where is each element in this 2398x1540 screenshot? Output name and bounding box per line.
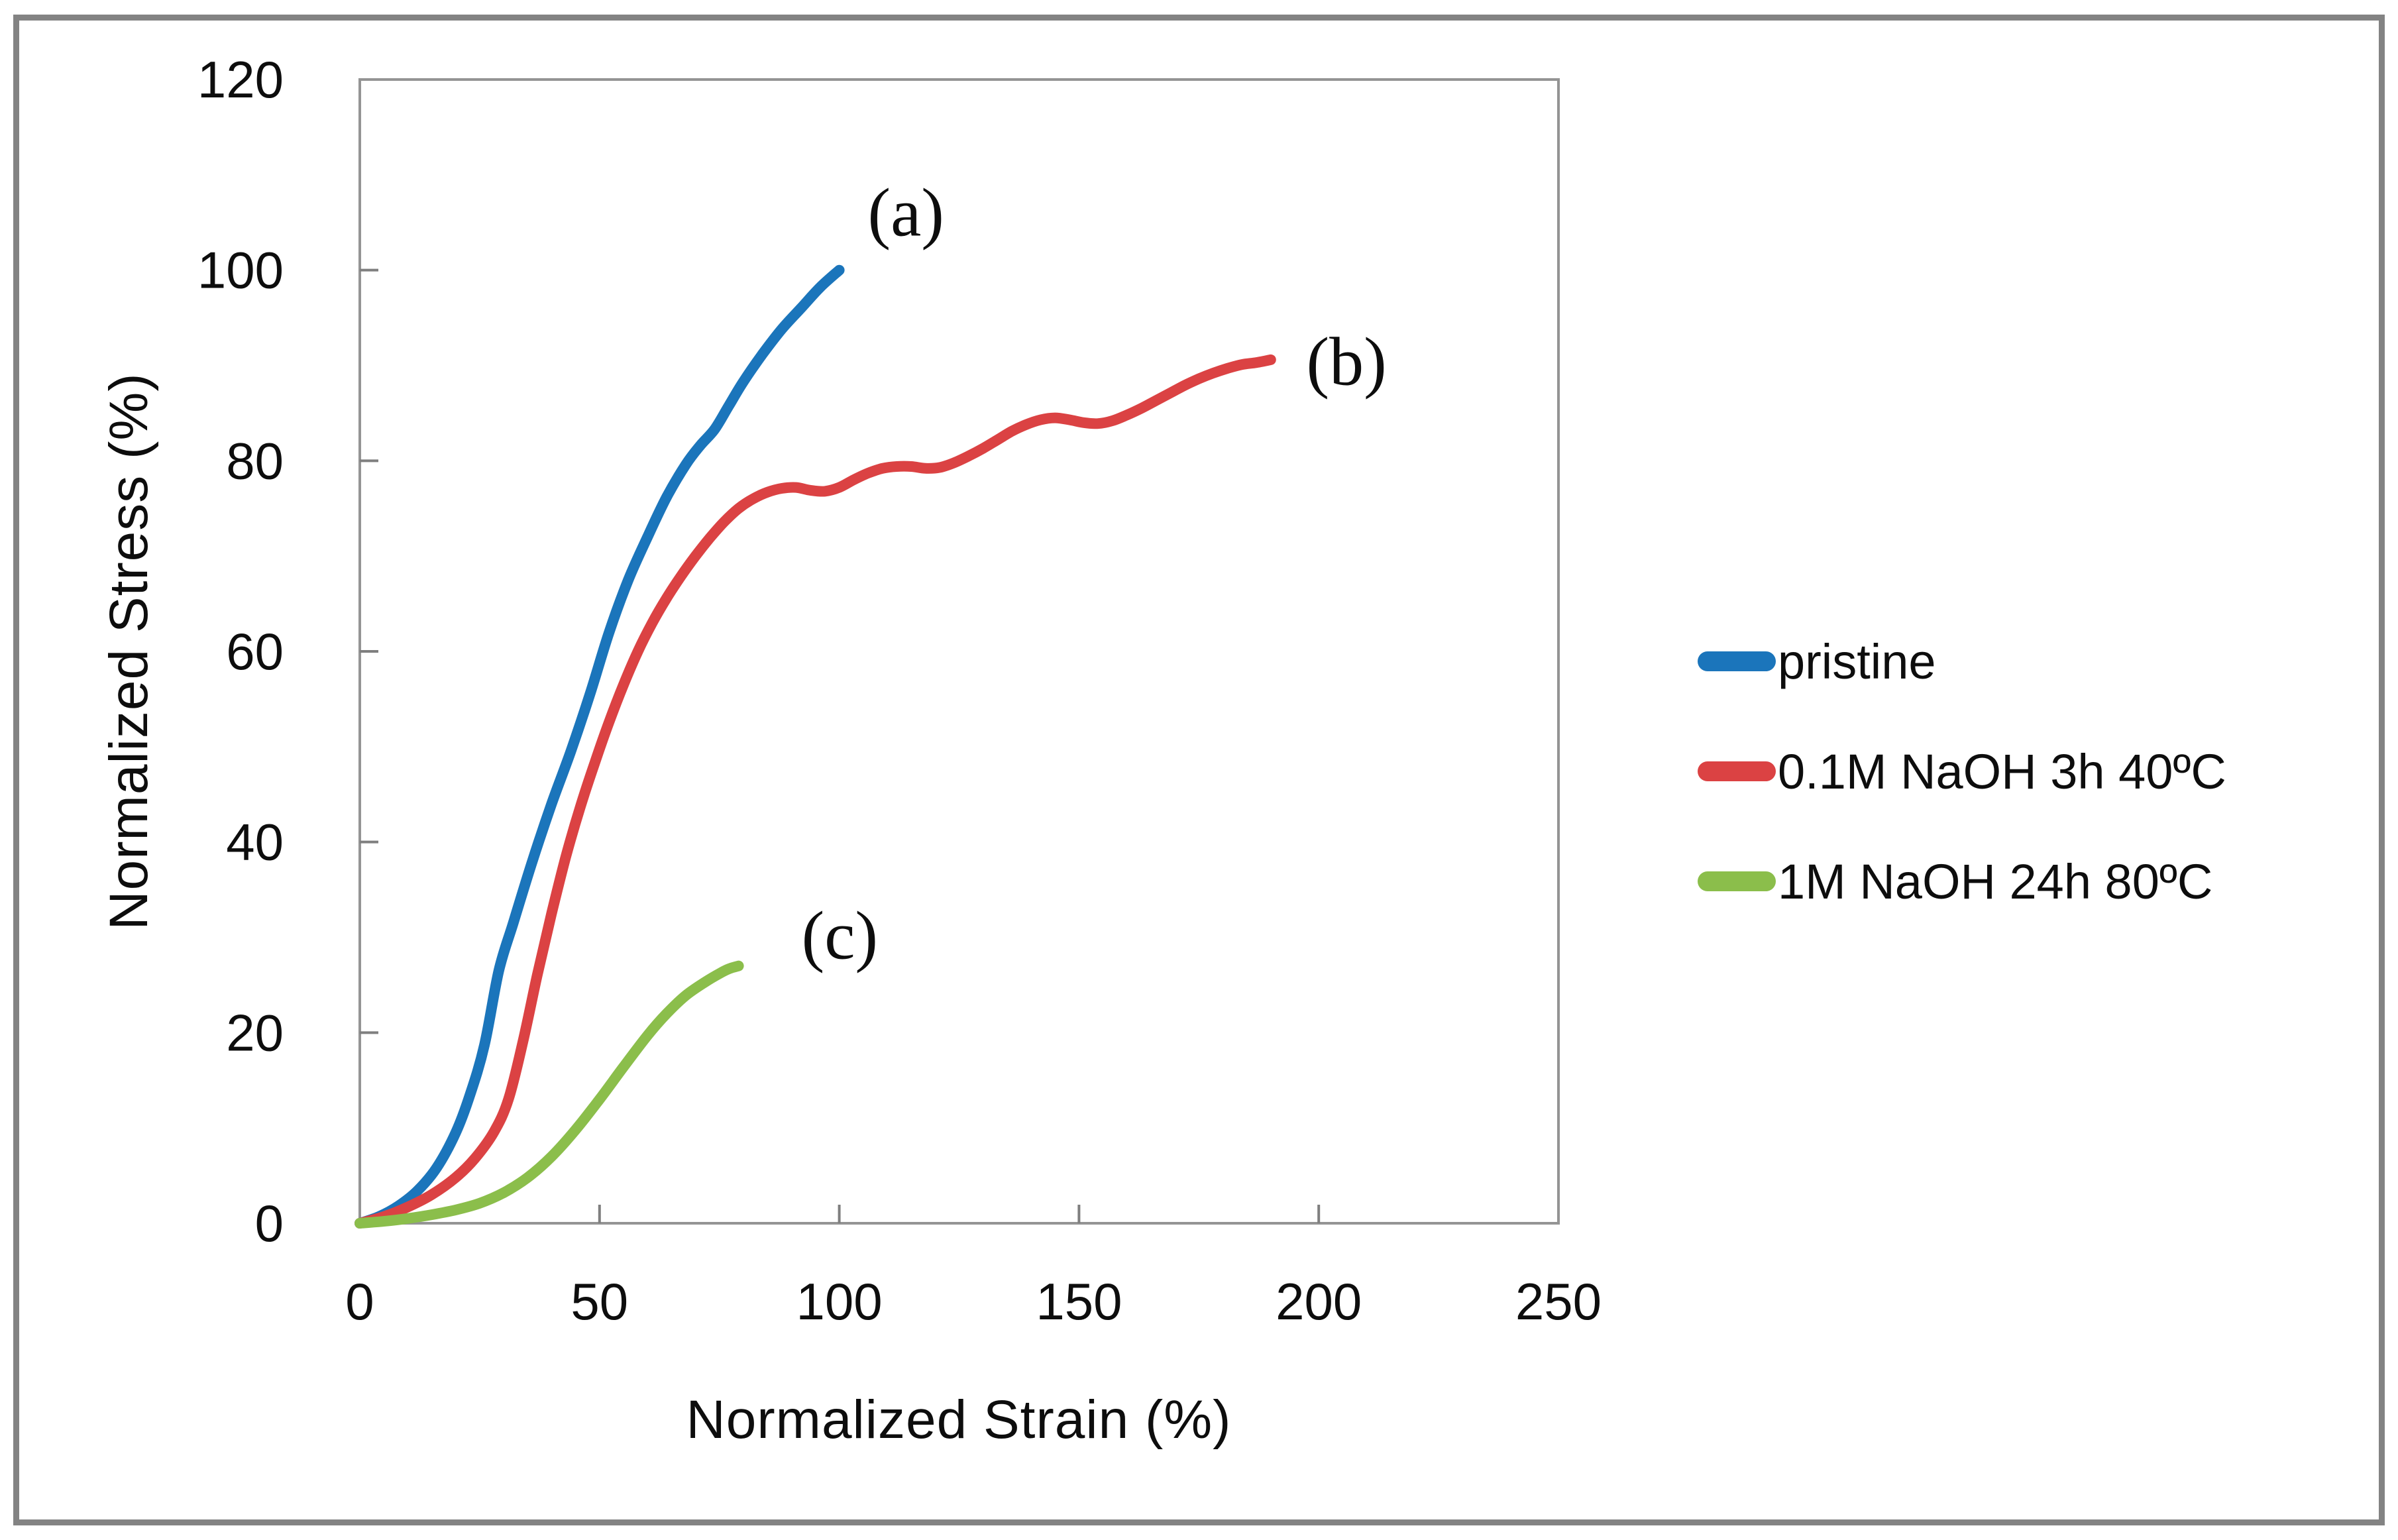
annotation-c: (c) <box>801 897 879 974</box>
x-tick-label: 250 <box>1515 1272 1602 1331</box>
curve-naoh-1m-24h-80c <box>354 960 744 1229</box>
x-tick-label: 100 <box>796 1272 883 1331</box>
curve-pristine <box>354 264 845 1229</box>
legend-item-naoh-1m: 1M NaOH 24h 80ºC <box>1698 853 2226 909</box>
y-tick-label: 80 <box>226 431 284 490</box>
tick-labels: 0 50 100 150 200 250 0 20 40 60 80 100 120 <box>197 50 1602 1331</box>
y-tick-label: 100 <box>197 241 284 300</box>
annotation-a: (a) <box>867 174 944 251</box>
plot-border <box>358 78 1560 1225</box>
y-tick-label: 20 <box>226 1003 284 1062</box>
curves <box>354 264 1276 1229</box>
tick-marks <box>360 268 1321 1223</box>
legend-swatch-naoh-1m <box>1698 871 1776 891</box>
legend-label-naoh-1m: 1M NaOH 24h 80ºC <box>1778 853 2213 909</box>
legend-label-pristine: pristine <box>1778 633 1936 689</box>
curve-naoh-0.1m-3h-40c <box>354 354 1276 1229</box>
x-tick-label: 50 <box>571 1272 628 1331</box>
y-tick-label: 0 <box>255 1194 284 1252</box>
legend-item-pristine: pristine <box>1698 633 2226 689</box>
x-axis-title: Normalized Strain (%) <box>686 1390 1232 1450</box>
x-tick-label: 200 <box>1276 1272 1362 1331</box>
annotation-b: (b) <box>1306 323 1387 400</box>
legend: pristine 0.1M NaOH 3h 40ºC 1M NaOH 24h 8… <box>1698 633 2226 909</box>
y-tick-label: 40 <box>226 813 284 871</box>
y-axis-title: Normalized Stress (%) <box>99 372 159 930</box>
legend-label-naoh-0.1m: 0.1M NaOH 3h 40ºC <box>1778 743 2226 799</box>
x-tick-label: 0 <box>345 1272 374 1331</box>
plot-area-outline <box>358 78 1560 1225</box>
legend-item-naoh-0.1m: 0.1M NaOH 3h 40ºC <box>1698 743 2226 799</box>
y-tick-label: 60 <box>226 622 284 681</box>
legend-swatch-naoh-0.1m <box>1698 761 1776 781</box>
y-tick-label: 120 <box>197 50 284 109</box>
x-tick-label: 150 <box>1036 1272 1122 1331</box>
legend-swatch-pristine <box>1698 651 1776 671</box>
